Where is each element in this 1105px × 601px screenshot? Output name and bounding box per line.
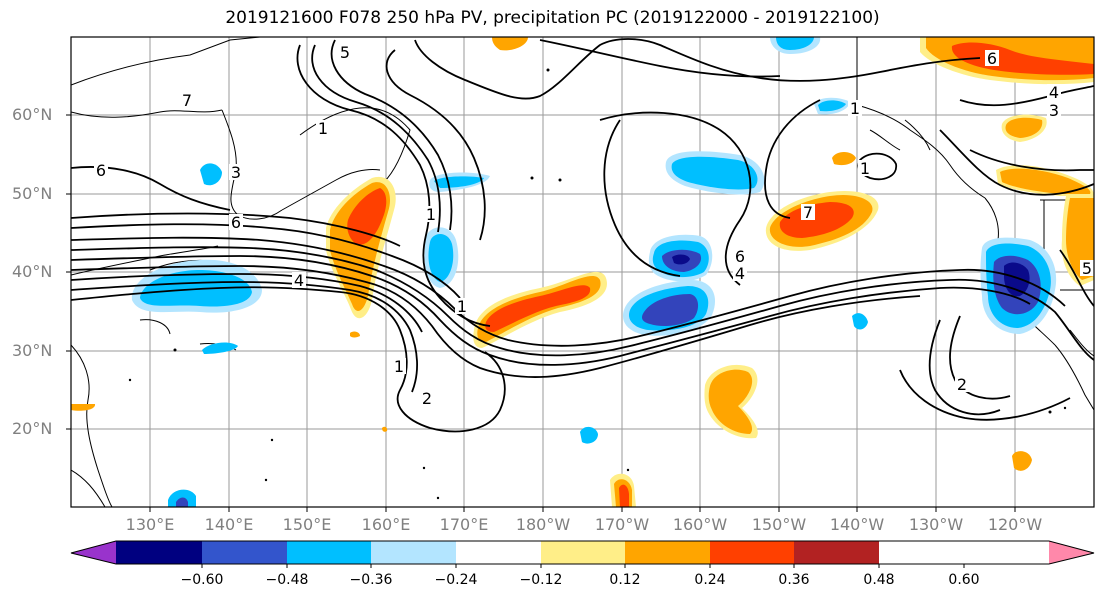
contour-label: 3 [1047,101,1061,120]
contour-label: 4 [292,271,306,290]
colorbar-extend-high [1049,541,1094,564]
svg-text:4: 4 [735,264,745,283]
contour-label: 5 [338,43,352,62]
lat-label-50n: 50°N [12,184,53,203]
contour-label: 2 [420,389,434,408]
svg-text:5: 5 [340,43,350,62]
svg-text:6: 6 [231,213,241,232]
lon-label: 160°E [361,515,411,534]
contour-label: 1 [858,159,872,178]
colorbar [70,540,1095,568]
lon-label: 150°E [282,515,332,534]
lat-label-30n: 30°N [12,341,53,360]
lat-label-40n: 40°N [12,262,53,281]
contour-label: 6 [733,247,747,266]
colorbar-tick-label: 0.24 [694,572,726,588]
precip-positive [71,37,1094,507]
colorbar-tick-label: −0.48 [265,572,309,588]
contour-label: 7 [801,203,815,222]
contour-label: 1 [392,357,406,376]
colorbar-outline [70,540,1095,565]
svg-text:6: 6 [735,247,745,266]
contour-label: 1 [455,297,469,316]
contour-label: 4 [733,264,747,283]
pv-contours [71,38,1094,433]
svg-text:1: 1 [394,357,404,376]
contour-label: 2 [955,375,969,394]
svg-text:6: 6 [96,161,106,180]
colorbar-tick-label: −0.60 [180,572,224,588]
contour-label: 6 [985,49,999,68]
colorbar-segment [116,541,202,564]
svg-text:7: 7 [182,91,192,110]
map-title: 2019121600 F078 250 hPa PV, precipitatio… [225,8,880,28]
contour-label: 4 [1047,83,1061,102]
lon-label: 130°W [908,515,964,534]
svg-text:4: 4 [1049,83,1059,102]
colorbar-extend-low [71,541,116,564]
axis-ticks [66,114,1016,512]
svg-text:1: 1 [426,205,436,224]
contour-label: 6 [94,161,108,180]
contour-label: 3 [229,163,243,182]
colorbar-segment [456,541,541,564]
lat-label-60n: 60°N [12,105,53,124]
lon-label: 170°E [439,515,489,534]
lon-label: 160°W [672,515,728,534]
svg-text:5: 5 [1082,259,1092,278]
colorbar-segment [794,541,879,564]
lat-label-20n: 20°N [12,419,53,438]
contour-label: 6 [229,213,243,232]
colorbar-tick-label: 0.60 [948,572,980,588]
lon-label: 140°E [204,515,254,534]
colorbar-segment [202,541,287,564]
islands [128,68,1067,500]
svg-text:1: 1 [860,159,870,178]
colorbar-tick-label: −0.12 [519,572,563,588]
svg-text:6: 6 [987,49,997,68]
colorbar-segment [371,541,456,564]
colorbar-tick-label: −0.24 [434,572,478,588]
colorbar-tick-label: −0.36 [349,572,393,588]
svg-text:7: 7 [803,203,813,222]
svg-text:1: 1 [850,99,860,118]
svg-text:1: 1 [457,297,467,316]
lon-label: 130°E [125,515,175,534]
contour-label: 1 [848,99,862,118]
svg-text:2: 2 [957,375,967,394]
lon-label: 170°W [594,515,650,534]
lon-label: 140°W [829,515,885,534]
contour-label: 1 [424,205,438,224]
svg-text:1: 1 [318,119,328,138]
colorbar-segment [710,541,794,564]
svg-text:3: 3 [1049,101,1059,120]
contour-label: 1 [316,119,330,138]
contour-labels: 5 7 1 6 3 6 4 1 2 1 1 6 4 7 1 1 6 4 3 5 … [94,43,1094,408]
colorbar-tick-label: 0.36 [778,572,810,588]
lon-label: 180°W [515,515,571,534]
colorbar-segment [287,541,371,564]
colorbar-tick-label: 0.48 [863,572,895,588]
colorbar-tick-label: 0.12 [609,572,641,588]
contour-label: 5 [1080,259,1094,278]
colorbar-segment [541,541,625,564]
colorbar-segment [625,541,710,564]
lon-label: 150°W [751,515,807,534]
svg-text:3: 3 [231,163,241,182]
svg-text:2: 2 [422,389,432,408]
lon-label: 120°W [987,515,1043,534]
precip-negative [131,37,1057,507]
svg-text:4: 4 [294,271,304,290]
contour-label: 7 [180,91,194,110]
